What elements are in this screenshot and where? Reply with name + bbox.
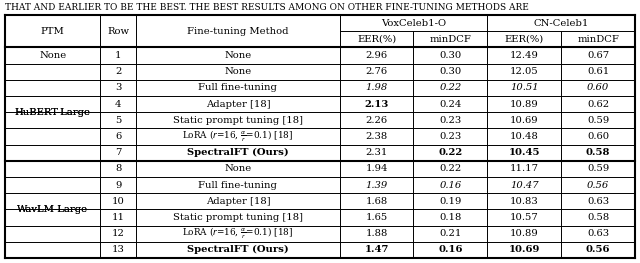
Text: 2.26: 2.26 [365, 116, 388, 125]
Text: LoRA ($r$=16, $\frac{\alpha}{r}$=0.1) [18]: LoRA ($r$=16, $\frac{\alpha}{r}$=0.1) [1… [182, 226, 294, 241]
Text: 0.18: 0.18 [439, 213, 461, 222]
Text: 2: 2 [115, 67, 122, 76]
Text: 1.94: 1.94 [365, 164, 388, 173]
Text: 2.96: 2.96 [365, 51, 388, 60]
Text: 0.67: 0.67 [587, 51, 609, 60]
Text: 0.16: 0.16 [438, 245, 463, 254]
Text: 2.31: 2.31 [365, 148, 388, 157]
Text: 0.16: 0.16 [439, 181, 461, 190]
Text: 10.69: 10.69 [509, 245, 540, 254]
Text: 12: 12 [112, 229, 125, 238]
Text: Adapter [18]: Adapter [18] [205, 197, 270, 206]
Text: 0.21: 0.21 [439, 229, 461, 238]
Text: 2.76: 2.76 [365, 67, 388, 76]
Text: minDCF: minDCF [577, 35, 619, 44]
Text: LoRA ($r$=16, $\frac{\alpha}{r}$=0.1) [18]: LoRA ($r$=16, $\frac{\alpha}{r}$=0.1) [1… [182, 129, 294, 144]
Text: 0.61: 0.61 [587, 67, 609, 76]
Text: 0.60: 0.60 [587, 132, 609, 141]
Text: PTM: PTM [41, 27, 65, 36]
Text: 0.23: 0.23 [439, 116, 461, 125]
Text: 1.68: 1.68 [365, 197, 388, 206]
Text: 7: 7 [115, 148, 122, 157]
Text: 0.30: 0.30 [439, 51, 461, 60]
Text: 12.49: 12.49 [510, 51, 539, 60]
Text: WavLM-Large: WavLM-Large [17, 205, 88, 214]
Text: 11.17: 11.17 [509, 164, 539, 173]
Text: Full fine-tuning: Full fine-tuning [198, 181, 277, 190]
Text: 10.45: 10.45 [509, 148, 540, 157]
Text: 0.60: 0.60 [587, 83, 609, 92]
Text: Fine-tuning Method: Fine-tuning Method [187, 27, 289, 36]
Text: 0.59: 0.59 [587, 116, 609, 125]
Text: THAT AND EARLIER TO BE THE BEST. THE BEST RESULTS AMONG ON OTHER FINE-TUNING MET: THAT AND EARLIER TO BE THE BEST. THE BES… [5, 3, 529, 13]
Text: 0.62: 0.62 [587, 100, 609, 109]
Text: Adapter [18]: Adapter [18] [205, 100, 270, 109]
Text: minDCF: minDCF [429, 35, 471, 44]
Text: None: None [224, 51, 252, 60]
Text: None: None [224, 164, 252, 173]
Text: 0.58: 0.58 [587, 213, 609, 222]
Text: 10.89: 10.89 [510, 229, 539, 238]
Text: 10: 10 [112, 197, 125, 206]
Text: 11: 11 [111, 213, 125, 222]
Text: 10.47: 10.47 [510, 181, 539, 190]
Text: SpectralFT (Ours): SpectralFT (Ours) [187, 148, 289, 157]
Text: Row: Row [107, 27, 129, 36]
Text: 0.30: 0.30 [439, 67, 461, 76]
Text: None: None [39, 51, 66, 60]
Text: 1.88: 1.88 [365, 229, 388, 238]
Text: 1.65: 1.65 [365, 213, 388, 222]
Text: CN-Celeb1: CN-Celeb1 [534, 19, 589, 28]
Text: 8: 8 [115, 164, 122, 173]
Text: Full fine-tuning: Full fine-tuning [198, 83, 277, 92]
Text: None: None [224, 67, 252, 76]
Text: 3: 3 [115, 83, 122, 92]
Text: 10.69: 10.69 [510, 116, 539, 125]
Text: 2.13: 2.13 [364, 100, 388, 109]
Text: 1.39: 1.39 [365, 181, 388, 190]
Text: 2.38: 2.38 [365, 132, 388, 141]
Text: HuBERT-Large: HuBERT-Large [15, 108, 91, 117]
Text: 0.56: 0.56 [586, 245, 611, 254]
Text: 1.98: 1.98 [365, 83, 388, 92]
Text: 12.05: 12.05 [510, 67, 539, 76]
Text: Static prompt tuning [18]: Static prompt tuning [18] [173, 213, 303, 222]
Text: VoxCeleb1-O: VoxCeleb1-O [381, 19, 446, 28]
Text: 0.22: 0.22 [439, 164, 461, 173]
Text: 6: 6 [115, 132, 122, 141]
Text: 4: 4 [115, 100, 122, 109]
Text: 0.56: 0.56 [587, 181, 609, 190]
Text: 0.63: 0.63 [587, 229, 609, 238]
Text: 0.63: 0.63 [587, 197, 609, 206]
Text: 0.22: 0.22 [438, 148, 463, 157]
Text: 9: 9 [115, 181, 122, 190]
Text: WavLM-Large: WavLM-Large [17, 205, 88, 214]
Text: 5: 5 [115, 116, 122, 125]
Text: Static prompt tuning [18]: Static prompt tuning [18] [173, 116, 303, 125]
Text: 10.51: 10.51 [510, 83, 539, 92]
Text: 0.22: 0.22 [439, 83, 461, 92]
Text: SpectralFT (Ours): SpectralFT (Ours) [187, 245, 289, 255]
Text: 1: 1 [115, 51, 122, 60]
Text: 0.58: 0.58 [586, 148, 611, 157]
Text: 0.19: 0.19 [439, 197, 461, 206]
Text: 1.47: 1.47 [364, 245, 388, 254]
Text: 0.24: 0.24 [439, 100, 461, 109]
Text: 13: 13 [112, 245, 125, 254]
Text: 10.89: 10.89 [510, 100, 539, 109]
Text: 10.83: 10.83 [510, 197, 539, 206]
Text: HuBERT-Large: HuBERT-Large [15, 108, 91, 117]
Text: 10.57: 10.57 [510, 213, 539, 222]
Text: 10.48: 10.48 [510, 132, 539, 141]
Text: EER(%): EER(%) [504, 35, 544, 44]
Text: 0.23: 0.23 [439, 132, 461, 141]
Text: EER(%): EER(%) [357, 35, 396, 44]
Text: 0.59: 0.59 [587, 164, 609, 173]
